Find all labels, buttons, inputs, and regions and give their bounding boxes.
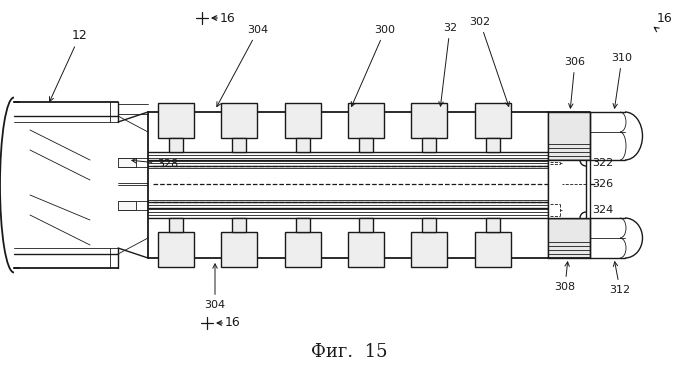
Bar <box>411 103 447 138</box>
Bar <box>296 138 310 152</box>
Bar <box>296 218 310 232</box>
Text: 16: 16 <box>220 11 236 24</box>
Bar <box>284 103 321 138</box>
Text: 310: 310 <box>612 53 633 108</box>
Text: 32: 32 <box>439 23 457 106</box>
Bar <box>158 232 194 267</box>
Text: 326: 326 <box>592 179 613 189</box>
Bar <box>222 103 257 138</box>
Bar <box>222 232 257 267</box>
Text: 324: 324 <box>592 205 613 215</box>
Bar <box>232 138 246 152</box>
Bar <box>422 218 436 232</box>
Bar <box>411 232 447 267</box>
Bar <box>284 232 321 267</box>
Text: 328: 328 <box>132 159 179 169</box>
Text: 16: 16 <box>657 11 673 24</box>
Bar <box>118 201 136 210</box>
Bar <box>118 158 136 167</box>
Bar <box>422 138 436 152</box>
Bar <box>486 218 500 232</box>
Bar <box>348 232 384 267</box>
Bar <box>475 232 511 267</box>
Bar <box>158 103 194 138</box>
Bar <box>232 218 246 232</box>
Text: 16: 16 <box>225 316 241 330</box>
Text: 12: 12 <box>50 28 88 101</box>
Bar <box>169 138 183 152</box>
Text: 312: 312 <box>610 262 630 295</box>
Text: 306: 306 <box>565 57 586 108</box>
Text: Фиг.  15: Фиг. 15 <box>311 343 387 361</box>
Bar <box>359 218 373 232</box>
Text: 308: 308 <box>554 262 575 292</box>
Bar <box>169 218 183 232</box>
Text: 302: 302 <box>470 17 510 106</box>
Bar <box>486 138 500 152</box>
Text: 304: 304 <box>217 25 268 107</box>
Text: 322: 322 <box>592 158 613 168</box>
Bar <box>548 112 590 160</box>
Text: 300: 300 <box>352 25 396 107</box>
Bar <box>548 160 590 218</box>
Bar <box>359 138 373 152</box>
Bar <box>548 218 590 258</box>
Bar <box>475 103 511 138</box>
Text: 304: 304 <box>204 264 226 310</box>
Bar <box>348 103 384 138</box>
